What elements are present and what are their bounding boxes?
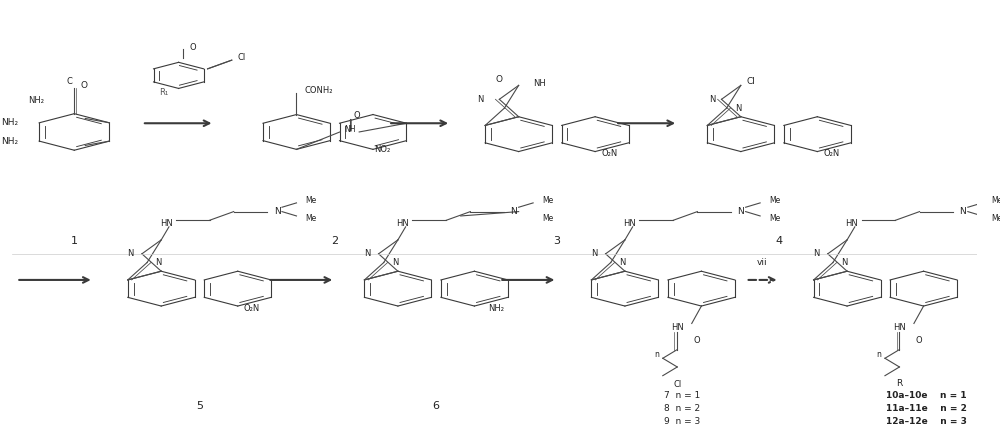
Text: N: N — [735, 103, 741, 113]
Text: C: C — [67, 77, 72, 85]
Text: N: N — [510, 207, 517, 216]
Text: Me: Me — [991, 214, 1000, 223]
Text: Cl: Cl — [746, 77, 755, 85]
Text: 1: 1 — [71, 236, 78, 246]
Text: NH₂: NH₂ — [28, 96, 44, 105]
Text: NO₂: NO₂ — [374, 145, 390, 154]
Text: N: N — [392, 258, 399, 267]
Text: HN: HN — [623, 219, 636, 228]
Text: N: N — [591, 249, 597, 258]
Text: O: O — [190, 42, 196, 52]
Text: HN: HN — [846, 219, 858, 228]
Text: N: N — [737, 207, 744, 216]
Text: O₂N: O₂N — [601, 149, 617, 158]
Text: N: N — [709, 95, 715, 104]
Text: N: N — [841, 258, 848, 267]
Text: O: O — [496, 75, 503, 84]
Text: NH: NH — [534, 79, 546, 88]
Text: NH: NH — [344, 125, 355, 134]
Text: N: N — [155, 258, 162, 267]
Text: 8  n = 2: 8 n = 2 — [664, 404, 700, 413]
Text: 3: 3 — [553, 236, 560, 246]
Text: n: n — [655, 350, 659, 359]
Text: Me: Me — [542, 196, 553, 205]
Text: CONH₂: CONH₂ — [304, 86, 333, 95]
Text: N: N — [364, 249, 370, 258]
Text: Cl: Cl — [673, 380, 681, 389]
Text: O: O — [354, 111, 361, 120]
Text: R: R — [896, 379, 903, 388]
Text: O: O — [693, 336, 700, 345]
Text: N: N — [960, 207, 966, 216]
Text: Me: Me — [991, 196, 1000, 205]
Text: 12a–12e    n = 3: 12a–12e n = 3 — [886, 417, 967, 426]
Text: HN: HN — [671, 323, 684, 332]
Text: HN: HN — [893, 323, 906, 332]
Text: 9  n = 3: 9 n = 3 — [664, 417, 700, 426]
Text: vii: vii — [757, 258, 767, 267]
Text: N: N — [813, 249, 819, 258]
Text: 6: 6 — [433, 401, 440, 411]
Text: N: N — [619, 258, 626, 267]
Text: N: N — [274, 207, 281, 216]
Text: NH₂: NH₂ — [1, 137, 18, 145]
Text: HN: HN — [160, 219, 172, 228]
Text: O₂N: O₂N — [823, 149, 840, 158]
Text: n: n — [877, 350, 882, 359]
Text: O₂N: O₂N — [244, 304, 260, 313]
Text: NH₂: NH₂ — [488, 304, 504, 313]
Text: 2: 2 — [331, 236, 338, 246]
Text: 10a–10e    n = 1: 10a–10e n = 1 — [886, 391, 966, 400]
Text: Me: Me — [305, 196, 317, 205]
Text: Me: Me — [769, 196, 780, 205]
Text: O: O — [915, 336, 922, 345]
Text: 11a–11e    n = 2: 11a–11e n = 2 — [886, 404, 967, 413]
Text: Me: Me — [769, 214, 780, 223]
Text: Cl: Cl — [237, 53, 246, 63]
Text: O: O — [80, 81, 87, 90]
Text: 7  n = 1: 7 n = 1 — [664, 391, 700, 400]
Text: HN: HN — [396, 219, 409, 228]
Text: Me: Me — [305, 214, 317, 223]
Text: 5: 5 — [196, 401, 203, 411]
Text: N: N — [127, 249, 134, 258]
Text: N: N — [477, 95, 483, 104]
Text: R₁: R₁ — [160, 88, 169, 97]
Text: 4: 4 — [776, 236, 783, 246]
Text: Me: Me — [542, 214, 553, 223]
Text: NH₂: NH₂ — [1, 118, 18, 127]
